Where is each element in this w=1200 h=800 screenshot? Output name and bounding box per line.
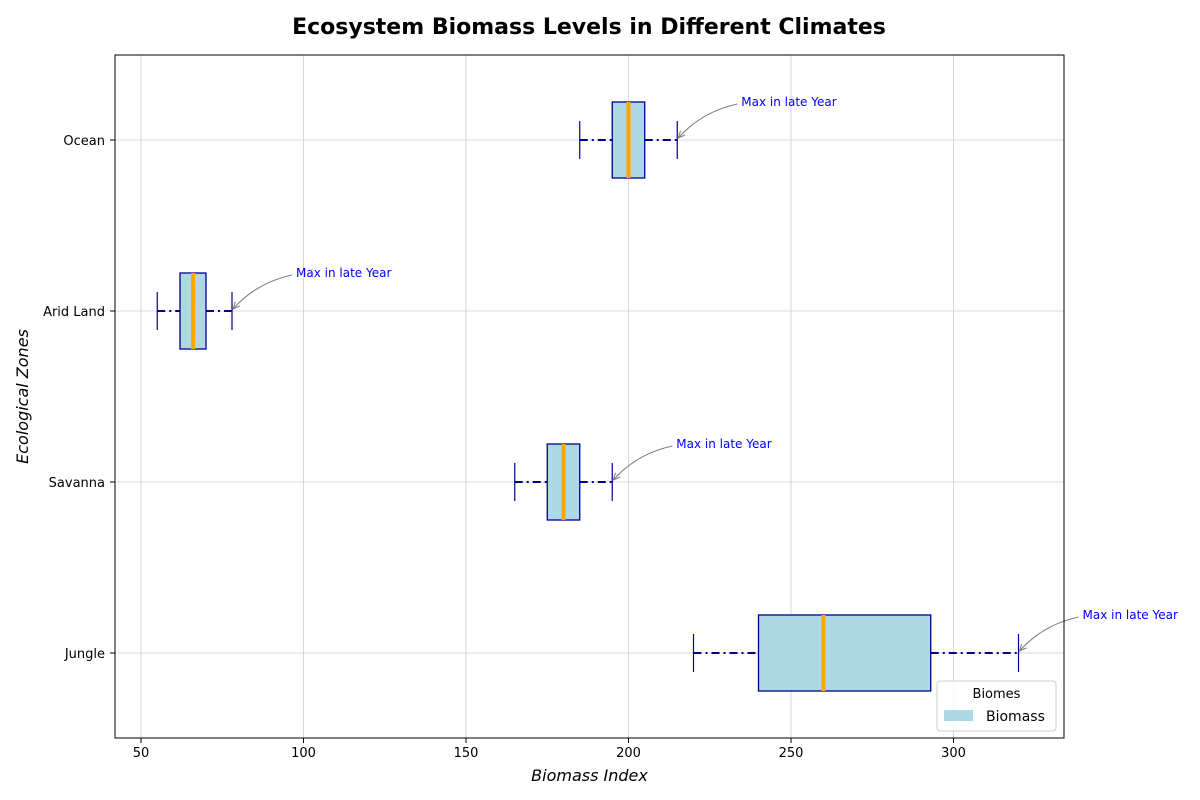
annotation-text: Max in late Year [741, 95, 836, 109]
legend: Biomes Biomass [936, 680, 1057, 732]
annotation-arrow [1020, 616, 1079, 651]
box-ocean [579, 101, 678, 179]
box-savanna [514, 443, 613, 521]
annotation-arrow [233, 274, 293, 309]
annotation-text: Max in late Year [296, 266, 391, 280]
y-tick-label: Savanna [49, 476, 105, 491]
annotations: Max in late Year Max in late Year Max in l… [233, 95, 1178, 651]
annotation-arrow [678, 103, 738, 138]
annotation-arid-land: Max in late Year [233, 266, 391, 309]
chart-title: Ecosystem Biomass Levels in Different Cl… [292, 15, 886, 40]
box-arid-land [156, 272, 233, 350]
annotation-text: Max in late Year [1083, 608, 1178, 622]
x-tick-label: 150 [454, 746, 479, 761]
x-tick-label: 200 [616, 746, 641, 761]
box-jungle [692, 614, 1020, 692]
legend-entry-biomass: Biomass [986, 709, 1045, 725]
y-tick-label: Ocean [63, 134, 105, 149]
legend-swatch [944, 710, 973, 721]
x-tick-label: 100 [291, 746, 316, 761]
x-axis-label: Biomass Index [531, 766, 648, 785]
x-axis-ticks: 50 100 150 200 250 300 [133, 738, 966, 761]
box-iqr [757, 614, 932, 692]
x-tick-label: 50 [133, 746, 150, 761]
y-tick-label: Jungle [64, 647, 105, 662]
annotation-jungle: Max in late Year [1020, 608, 1178, 651]
annotation-text: Max in late Year [676, 437, 771, 451]
plot-frame [114, 54, 1065, 739]
y-axis-ticks: Jungle Savanna Arid Land Ocean [43, 134, 115, 662]
legend-title: Biomes [973, 687, 1021, 702]
x-tick-label: 300 [941, 746, 966, 761]
y-axis-label: Ecological Zones [13, 329, 32, 464]
x-tick-label: 250 [779, 746, 804, 761]
grid [115, 55, 1064, 738]
box-series [156, 101, 1020, 692]
y-tick-label: Arid Land [43, 305, 105, 320]
annotation-ocean: Max in late Year [678, 95, 837, 138]
annotation-arrow [613, 445, 673, 480]
annotation-savanna: Max in late Year [613, 437, 772, 480]
